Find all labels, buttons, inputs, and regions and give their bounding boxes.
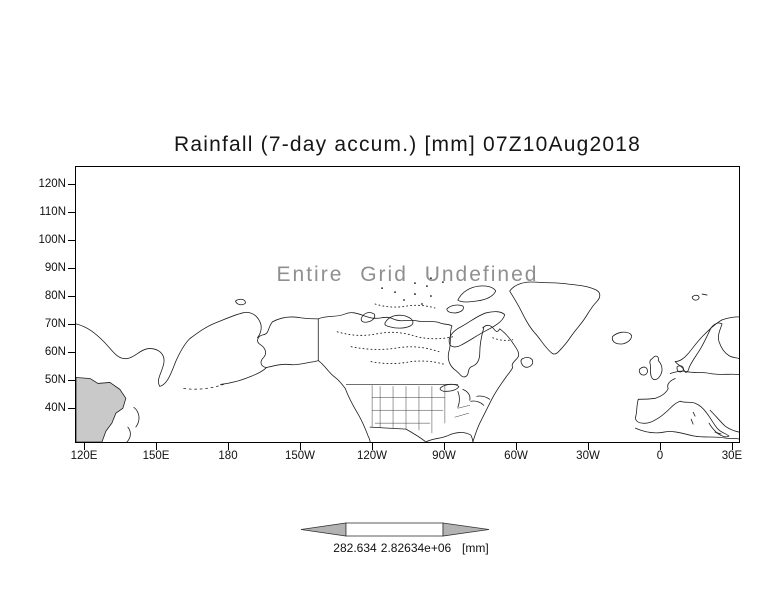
arctic-islands bbox=[360, 277, 506, 348]
aleutian-islands bbox=[183, 384, 224, 390]
shaded-region-east-asia bbox=[76, 377, 127, 442]
x-tick-mark bbox=[228, 443, 229, 450]
colorbar-max-label: 2.82634e+06 bbox=[380, 541, 452, 555]
lake-speckles bbox=[336, 303, 514, 366]
x-axis-label: 150W bbox=[284, 450, 316, 462]
x-axis-label: 150E bbox=[142, 450, 170, 462]
great-lakes bbox=[439, 383, 491, 408]
us-coastline bbox=[344, 377, 507, 442]
y-tick-mark bbox=[68, 212, 75, 213]
y-axis-label: 100N bbox=[38, 234, 67, 246]
y-axis-label: 110N bbox=[39, 206, 66, 218]
x-tick-mark bbox=[660, 443, 661, 450]
colorbar-units: [mm] bbox=[462, 541, 489, 555]
svalbard-islands bbox=[691, 293, 708, 301]
map-plot-area: Entire Grid Undefined bbox=[75, 166, 740, 443]
x-axis-label: 120E bbox=[70, 450, 98, 462]
asia-coastline bbox=[76, 298, 262, 442]
iceland-outline bbox=[611, 331, 632, 345]
y-axis-label: 90N bbox=[44, 262, 66, 274]
colorbar bbox=[300, 521, 490, 538]
y-tick-mark bbox=[68, 184, 75, 185]
plot-title: Rainfall (7-day accum.) [mm] 07Z10Aug201… bbox=[173, 133, 642, 156]
y-tick-mark bbox=[68, 380, 75, 381]
y-axis-label: 80N bbox=[44, 290, 66, 302]
coastline-map bbox=[76, 277, 739, 442]
x-tick-mark bbox=[444, 443, 445, 450]
y-tick-mark bbox=[68, 268, 75, 269]
undefined-grid-notice: Entire Grid Undefined bbox=[276, 263, 539, 286]
y-axis-label: 60N bbox=[44, 346, 66, 358]
y-tick-mark bbox=[68, 240, 75, 241]
x-tick-mark bbox=[732, 443, 733, 450]
x-tick-mark bbox=[300, 443, 301, 450]
colorbar-left-arrow bbox=[300, 522, 347, 537]
canada-coastline bbox=[317, 312, 534, 378]
us-state-borders bbox=[371, 385, 471, 434]
x-tick-mark bbox=[156, 443, 157, 450]
x-axis-label: 30E bbox=[721, 450, 743, 462]
x-axis-label: 180 bbox=[218, 450, 238, 462]
x-axis-label: 90W bbox=[432, 450, 456, 462]
x-axis-label: 120W bbox=[356, 450, 388, 462]
alaska-coastline bbox=[220, 316, 346, 389]
y-axis-label: 70N bbox=[44, 318, 66, 330]
x-tick-mark bbox=[516, 443, 517, 450]
y-tick-mark bbox=[68, 296, 75, 297]
europe-coastline bbox=[634, 316, 739, 440]
x-tick-mark bbox=[84, 443, 85, 450]
y-tick-mark bbox=[68, 408, 75, 409]
greenland-outline bbox=[509, 281, 601, 355]
colorbar-mid-segment bbox=[345, 522, 444, 537]
x-axis-label: 60W bbox=[504, 450, 528, 462]
x-tick-mark bbox=[372, 443, 373, 450]
y-axis-label: 120N bbox=[38, 178, 67, 190]
x-tick-mark bbox=[588, 443, 589, 450]
colorbar-arrow bbox=[300, 522, 490, 537]
y-tick-mark bbox=[68, 352, 75, 353]
colorbar-right-arrow bbox=[442, 522, 490, 537]
y-tick-mark bbox=[68, 324, 75, 325]
island-specks bbox=[381, 277, 444, 305]
x-axis-label: 30W bbox=[576, 450, 600, 462]
x-axis-label: 0 bbox=[656, 450, 664, 462]
y-axis-label: 40N bbox=[44, 402, 66, 414]
y-axis-label: 50N bbox=[44, 374, 66, 386]
colorbar-min-label: 282.634 bbox=[333, 541, 377, 555]
